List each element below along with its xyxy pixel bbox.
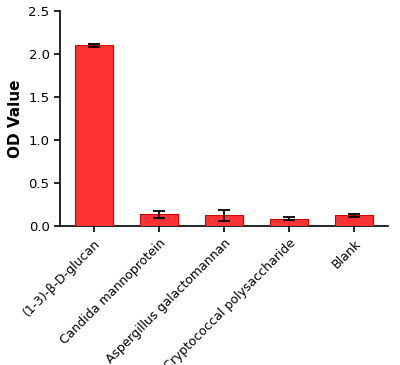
Bar (75, 45, 113, 226)
Bar (335, 215, 373, 226)
Y-axis label: OD Value: OD Value (8, 79, 23, 158)
Bar (205, 215, 243, 226)
Bar (140, 214, 178, 226)
Bar (270, 219, 308, 226)
